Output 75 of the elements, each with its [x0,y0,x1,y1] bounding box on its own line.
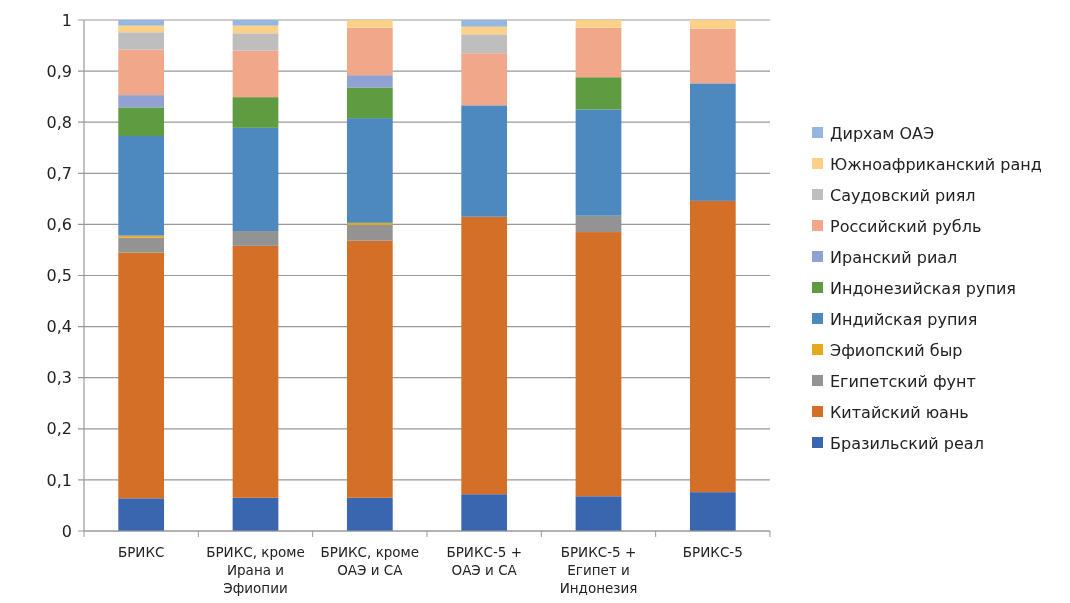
bar [118,95,165,108]
x-tick-label: БРИКС, кроме Ирана и Эфиопии [206,544,305,596]
bar [232,33,279,51]
y-tick-label: 0,9 [46,61,72,81]
bar [232,50,279,98]
x-tick-label: БРИКС [117,544,165,560]
bar [461,26,508,35]
legend-label: Дирхам ОАЭ [830,123,935,143]
bar [575,232,622,497]
bar [232,231,279,246]
y-tick-label: 1 [61,10,72,30]
x-tick-label: БРИКС-5 [682,544,743,560]
y-tick-label: 0,1 [46,470,72,490]
y-tick-label: 0,8 [46,112,72,132]
bar [118,25,165,33]
bar [575,77,622,110]
bar [689,83,736,201]
legend-label: Южноафриканский ранд [830,154,1042,174]
y-tick-label: 0 [61,521,72,541]
legend-label: Иранский риал [830,247,958,267]
y-tick-label: 0,5 [46,266,72,286]
bar [461,494,508,531]
bar [118,49,165,96]
bar [689,20,736,29]
bar [232,97,279,128]
legend-label: Китайский юань [830,402,969,422]
bar [118,20,165,26]
bar [461,105,508,217]
bar [232,245,279,498]
y-tick-label: 0,7 [46,163,72,183]
bar [461,20,508,27]
y-tick-label: 0,2 [46,419,72,439]
bar [118,107,165,136]
bar [118,32,165,50]
bar [346,497,393,531]
bar [575,496,622,531]
bar [232,127,279,232]
bar [232,20,279,26]
bar [689,492,736,531]
bar [118,235,165,238]
x-tick-label: БРИКС, кроме ОАЭ и СА [320,544,420,578]
bar [461,216,508,495]
bar [575,20,622,28]
y-tick-label: 0,3 [46,368,72,388]
bar [118,136,165,236]
legend-label: Российский рубль [830,216,982,236]
bar [118,237,165,253]
bar [346,75,393,88]
bar [689,28,736,84]
legend-label: Бразильский реал [830,433,984,453]
legend-label: Индийская рупия [830,309,978,329]
bar [575,109,622,216]
bar [346,224,393,241]
bar [232,497,279,531]
bar [461,34,508,54]
y-tick-label: 0,6 [46,215,72,234]
bar [346,27,393,76]
bar [232,25,279,34]
x-tick-label: БРИКС-5 + ОАЭ и СА [446,544,522,578]
bar [118,252,165,499]
legend-label: Индонезийская рупия [830,278,1016,298]
bar [346,87,393,119]
bar [346,118,393,223]
x-tick-label: БРИКС-5 + Египет и Индонезия [559,544,638,596]
bar [118,498,165,531]
bar [575,27,622,78]
bar [461,53,508,106]
legend-label: Эфиопский быр [830,340,963,360]
bar [689,200,736,493]
y-tick-label: 0,4 [46,317,72,337]
legend-label: Саудовский риял [830,185,976,205]
bar [346,20,393,28]
bar [346,240,393,498]
bar [346,222,393,225]
legend-label: Египетский фунт [830,371,976,391]
